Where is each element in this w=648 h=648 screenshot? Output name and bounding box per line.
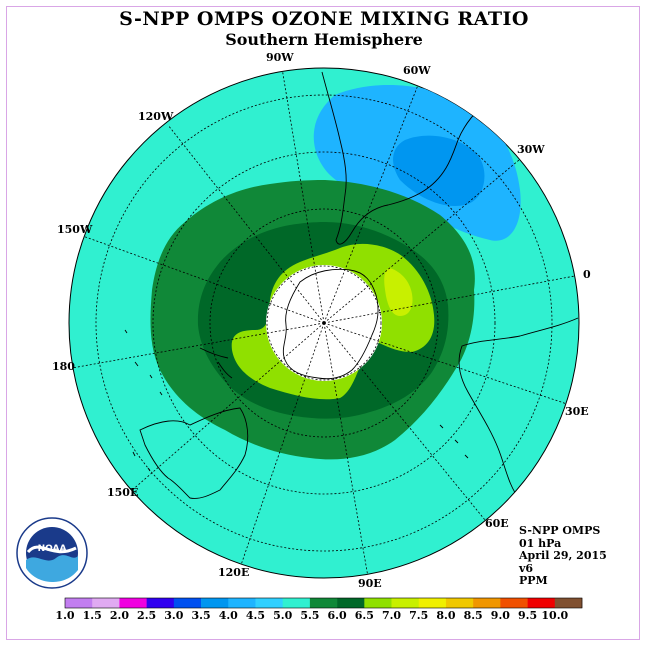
noaa-logo-text: NOAA [38,544,67,554]
colorbar-swatch [391,598,420,608]
colorbar: 1.0 1.5 2.0 2.5 3.0 3.5 4.0 4.5 5.0 5.5 6.0 6.5 7.0 7… [55,597,583,622]
colorbar-swatch [364,598,392,608]
colorbar-tick-label: 3.0 [164,609,183,622]
colorbar-swatch [173,598,202,608]
colorbar-tick-label: 4.5 [246,609,265,622]
colorbar-tick-label: 7.5 [409,609,428,622]
info-date: April 29, 2015 [519,549,607,562]
lon-label-150e: 150E [107,486,138,499]
colorbar-tick-label: 8.5 [464,609,483,622]
lon-label-0: 0 [583,268,591,281]
colorbar-tick-label: 10.0 [541,609,568,622]
info-level: 01 hPa [519,536,562,550]
colorbar-swatch [228,598,256,608]
australia-coastline [139,407,249,499]
colorbar-swatch [500,598,528,608]
colorbar-tick-label: 5.5 [300,609,319,622]
map-title: S-NPP OMPS OZONE MIXING RATIO [119,8,529,30]
colorbar-swatch [445,598,474,608]
colorbar-tick-label: 7.0 [382,609,401,622]
colorbar-tick-label: 1.0 [55,609,74,622]
colorbar-tick-label: 2.0 [110,609,129,622]
info-instrument: S-NPP OMPS [519,524,601,537]
colorbar-swatch [282,598,311,608]
islands-indian-ocean [439,424,469,459]
new-zealand-coastline [199,347,233,379]
colorbar-swatch [527,598,556,608]
colorbar-tick-label: 1.5 [83,609,102,622]
colorbar-swatch [554,598,583,608]
colorbar-tick-label: 9.5 [518,609,537,622]
colorbar-tick-label: 2.5 [137,609,156,622]
south-pole-marker [322,321,326,325]
colorbar-tick-label: 3.5 [191,609,210,622]
image-frame [6,6,640,640]
colorbar-swatch [146,598,175,608]
colorbar-tick-label: 5.0 [273,609,292,622]
lon-label-60e: 60E [485,517,509,530]
map-subtitle: Southern Hemisphere [225,30,423,49]
longitude-gridlines [71,68,579,578]
info-version: v6 [519,561,534,575]
colorbar-tick-label: 6.0 [328,609,347,622]
colorbar-swatch [337,598,365,608]
lon-label-90e: 90E [358,577,382,590]
colorbar-tick-label: 9.0 [491,609,510,622]
lon-label-120w: 120W [138,110,174,123]
lon-label-180: 180 [52,360,75,373]
colorbar-swatch [201,598,229,608]
colorbar-swatch [418,598,447,608]
info-units: PPM [519,574,548,587]
lon-label-90w: 90W [266,51,294,64]
lon-label-30e: 30E [565,405,589,418]
lon-label-30w: 30W [517,143,545,156]
islands-pacific [124,329,163,472]
noaa-logo: NOAA [16,517,88,589]
colorbar-swatch [119,598,147,608]
south-america-coastline [321,71,481,245]
colorbar-tick-label: 6.5 [355,609,374,622]
antarctica-coastline [282,268,379,380]
colorbar-tick-label: 4.0 [219,609,238,622]
info-block: S-NPP OMPS 01 hPa April 29, 2015 v6 PPM [519,524,607,588]
colorbar-swatch [473,598,501,608]
colorbar-border [64,597,583,609]
lon-label-120e: 120E [218,566,249,579]
coastlines [124,71,579,525]
colorbar-swatch [255,598,283,608]
longitude-labels: 90W 60W 120W 30W 150W 0 180 30E 150E 60E… [52,51,591,590]
ozone-contour-6_5 [384,268,413,316]
colorbar-swatch [92,598,120,608]
colorbar-tick-label: 8.0 [436,609,455,622]
latitude-gridlines [95,94,553,552]
colorbar-swatch [309,598,338,608]
lon-label-150w: 150W [57,223,93,236]
colorbar-swatch [65,598,93,608]
ozone-contour-3_5 [393,135,485,206]
lon-label-60w: 60W [403,64,431,77]
